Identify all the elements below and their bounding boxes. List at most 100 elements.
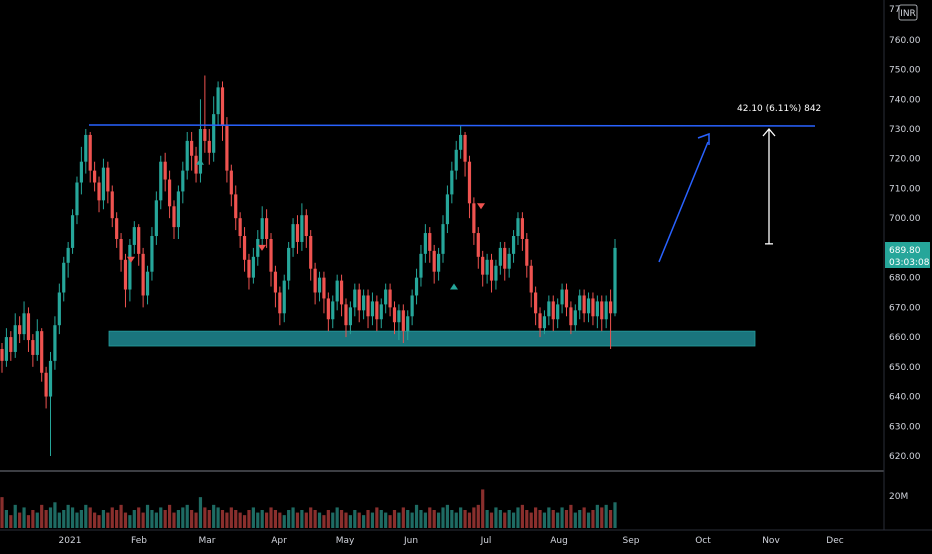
volume-bar [414, 504, 419, 528]
volume-bar [410, 512, 414, 528]
price-tick-label: 700.00 [889, 214, 921, 224]
candle-body [410, 295, 414, 317]
volume-bar [534, 507, 538, 528]
volume-bar [278, 512, 282, 528]
candle-body [516, 218, 520, 237]
volume-bar [106, 512, 110, 528]
volume-bar [436, 512, 441, 528]
volume-bar [31, 510, 35, 528]
candle-body [564, 289, 569, 308]
candle-body [163, 161, 167, 180]
volume-bar [132, 510, 136, 528]
currency-badge-label: INR [900, 9, 916, 19]
volume-bar [75, 512, 79, 528]
candle-body [31, 340, 35, 355]
candle-body [167, 179, 172, 207]
candle-body [84, 134, 88, 162]
currency-badge[interactable]: INR [898, 4, 918, 21]
candle-body [9, 337, 13, 352]
candle-body [476, 233, 480, 257]
candle-body [322, 277, 326, 299]
volume-bar [573, 512, 577, 528]
volume-bar [525, 510, 529, 528]
volume-bar [181, 507, 185, 528]
volume-bar [450, 510, 454, 528]
volume-bar [516, 507, 520, 528]
volume-bar [326, 510, 330, 528]
volume-bar [401, 507, 405, 528]
candle-body [150, 236, 154, 272]
volume-bar [344, 512, 348, 528]
volume-bar [467, 512, 472, 528]
candle-body [304, 215, 308, 237]
volume-bar [569, 504, 573, 528]
candle-body [287, 247, 291, 281]
volume-bar [22, 507, 26, 528]
volume-bar [269, 507, 273, 528]
volume-bar [353, 510, 357, 528]
volume-bar [256, 512, 260, 528]
candle-body [101, 167, 106, 201]
time-axis[interactable]: 2021 Feb Mar Apr May Jun Jul Aug Sep Oct Nov Dec [59, 536, 844, 546]
candle-body [529, 265, 533, 293]
volume-bar [551, 510, 555, 528]
volume-bar [13, 504, 17, 528]
volume-bar [538, 510, 542, 528]
volume-bar [194, 512, 198, 528]
volume-bar [172, 512, 176, 528]
volume-bar [604, 504, 608, 528]
support-zone-layer [108, 330, 756, 347]
volume-bar [600, 507, 604, 528]
price-tick-label: 660.00 [889, 333, 921, 343]
candle-body [0, 348, 4, 361]
volume-bar [220, 510, 225, 528]
candle-body [335, 280, 339, 302]
candle-body [582, 295, 586, 314]
resistance-trendline[interactable] [88, 124, 816, 127]
last-price-badge: 689.80 03:03:08 [885, 242, 930, 268]
price-tick-label: 740.00 [889, 95, 921, 105]
volume-bar [251, 507, 255, 528]
volume-bar [542, 512, 547, 528]
candle-body [547, 301, 551, 317]
volume-bar [362, 515, 366, 528]
volume-bar [476, 504, 480, 528]
time-tick-label: Jun [403, 536, 418, 546]
volume-bar [167, 504, 172, 528]
price-tick-label: 680.00 [889, 274, 921, 284]
candle-body [220, 87, 225, 127]
volume-bar [70, 507, 75, 528]
projection-arrow-line[interactable] [658, 141, 709, 263]
volume-bar [291, 507, 295, 528]
time-tick-label: Aug [550, 536, 568, 546]
measure-arrow-head [762, 128, 776, 137]
candle-body [181, 170, 185, 192]
candle-body [586, 298, 591, 314]
volume-bar [432, 510, 436, 528]
candle-body [313, 268, 317, 293]
candle-body [40, 331, 44, 373]
volume-bar [379, 510, 383, 528]
candle-body [229, 170, 233, 195]
time-tick-label: Sep [623, 536, 640, 546]
candle-body [48, 360, 53, 397]
volume-bar [322, 515, 326, 528]
time-tick-label: Dec [826, 536, 843, 546]
volume-bar [454, 512, 458, 528]
volume-bar [273, 510, 278, 528]
candle-body [4, 337, 9, 361]
volume-bar [339, 510, 344, 528]
candle-body [489, 259, 494, 281]
volume-bar [123, 512, 128, 528]
candle-body [300, 215, 304, 242]
candle-body [481, 256, 485, 275]
candle-body [406, 316, 410, 332]
volume-bar [441, 507, 445, 528]
volume-bar [295, 512, 300, 528]
time-tick-label: May [336, 536, 355, 546]
price-tick-label: 720.00 [889, 155, 921, 165]
candle-body [339, 280, 344, 305]
support-zone[interactable] [108, 330, 756, 347]
volume-bar [578, 510, 582, 528]
volume-bar [547, 507, 551, 528]
